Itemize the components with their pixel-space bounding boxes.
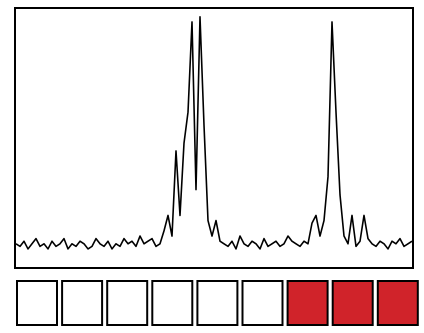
signal-line bbox=[15, 15, 413, 250]
indicator-cell bbox=[286, 280, 329, 326]
indicator-cell bbox=[196, 280, 239, 326]
indicator-cell bbox=[151, 280, 194, 326]
indicator-cell bbox=[241, 280, 284, 326]
indicator-cell bbox=[106, 280, 149, 326]
plot-frame bbox=[14, 7, 414, 269]
indicator-cell bbox=[331, 280, 374, 326]
indicator-cell bbox=[16, 280, 58, 326]
indicator-cell bbox=[61, 280, 104, 326]
indicator-cell bbox=[376, 280, 419, 326]
